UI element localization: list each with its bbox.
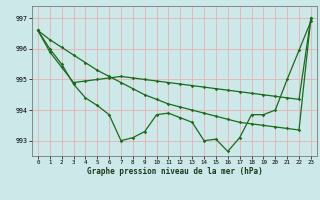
X-axis label: Graphe pression niveau de la mer (hPa): Graphe pression niveau de la mer (hPa)	[86, 167, 262, 176]
